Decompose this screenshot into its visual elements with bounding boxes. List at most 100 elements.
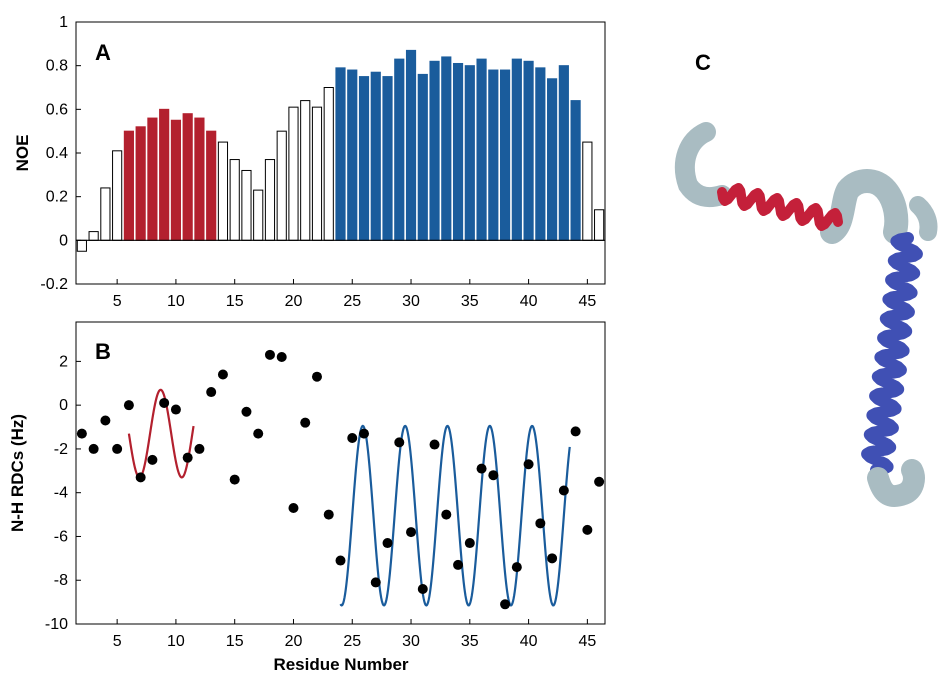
red-helix bbox=[717, 183, 843, 231]
rdc-point bbox=[476, 463, 487, 474]
noe-bar bbox=[276, 130, 287, 241]
y-tick-label: 0.4 bbox=[46, 145, 68, 162]
noe-bar bbox=[488, 69, 499, 241]
noe-bar bbox=[194, 117, 205, 241]
x-tick-label: 20 bbox=[285, 633, 303, 650]
x-tick-label: 15 bbox=[226, 293, 244, 310]
rdc-point bbox=[76, 428, 87, 439]
rdc-point bbox=[523, 459, 534, 470]
x-tick-label: 5 bbox=[113, 293, 122, 310]
gray-coil-right bbox=[909, 196, 938, 241]
rdc-point bbox=[441, 509, 452, 520]
noe-bar bbox=[241, 169, 252, 241]
rdc-point bbox=[511, 562, 522, 573]
panel-label-b: B bbox=[95, 339, 111, 364]
noe-bar bbox=[594, 209, 605, 241]
y-ticks-b: -10 -8 -6 -4 -2 0 2 bbox=[45, 353, 81, 633]
noe-bar bbox=[452, 62, 464, 241]
x-tick-label: 35 bbox=[461, 293, 479, 310]
rdc-point bbox=[464, 538, 475, 549]
noe-bar bbox=[123, 130, 134, 241]
noe-bar bbox=[347, 69, 358, 241]
noe-bar bbox=[547, 78, 558, 241]
noe-bar bbox=[441, 56, 452, 241]
x-ticks-b: 5 10 15 20 25 30 35 40 45 bbox=[113, 619, 596, 650]
x-tick-label: 30 bbox=[402, 633, 420, 650]
noe-bar bbox=[170, 119, 182, 241]
noe-bar bbox=[217, 141, 229, 241]
y-tick-label: 0 bbox=[59, 397, 68, 414]
rdc-point bbox=[311, 371, 322, 382]
helix-structure-image bbox=[674, 122, 938, 507]
rdc-point bbox=[347, 432, 358, 443]
noe-bar bbox=[147, 117, 158, 241]
rdc-point bbox=[570, 426, 581, 437]
blue-helix bbox=[861, 232, 923, 476]
noe-bar bbox=[135, 126, 146, 241]
noe-bar bbox=[535, 67, 546, 241]
x-tick-label: 30 bbox=[402, 293, 420, 310]
y-ticks-a: -0.2 0 0.2 0.4 0.6 0.8 1 bbox=[40, 14, 81, 293]
noe-bar bbox=[159, 108, 170, 241]
x-tick-label: 40 bbox=[520, 293, 538, 310]
rdc-point bbox=[323, 509, 334, 520]
rdc-point bbox=[488, 470, 499, 481]
x-tick-label: 40 bbox=[520, 633, 538, 650]
rdc-point bbox=[276, 352, 287, 363]
rdc-point bbox=[582, 524, 593, 535]
rdc-point bbox=[88, 443, 99, 454]
rdc-point bbox=[417, 583, 428, 594]
noe-bar bbox=[311, 106, 323, 241]
panel-label-a: A bbox=[95, 40, 111, 65]
rdc-point bbox=[217, 369, 228, 380]
noe-bar bbox=[558, 65, 569, 241]
x-tick-label: 25 bbox=[343, 633, 361, 650]
x-tick-label: 15 bbox=[226, 633, 244, 650]
sine-fit-curves bbox=[127, 388, 571, 607]
noe-bar bbox=[582, 141, 593, 241]
rdc-point bbox=[359, 428, 370, 439]
gray-coil-left bbox=[674, 122, 732, 208]
x-tick-label: 45 bbox=[578, 633, 596, 650]
noe-bar bbox=[335, 67, 346, 241]
noe-bar bbox=[523, 60, 534, 241]
rdc-point bbox=[382, 538, 393, 549]
rdc-point bbox=[170, 404, 181, 415]
gray-coil-middle bbox=[820, 169, 909, 244]
rdc-point bbox=[500, 599, 511, 610]
noe-bars bbox=[76, 49, 605, 252]
rdc-point bbox=[253, 428, 264, 439]
noe-bar bbox=[264, 159, 276, 241]
rdc-point bbox=[264, 349, 275, 360]
rdc-point bbox=[135, 472, 146, 483]
gray-coil-bottom bbox=[867, 459, 925, 507]
rdc-point bbox=[159, 397, 170, 408]
x-tick-label: 10 bbox=[167, 633, 185, 650]
x-ticks-a: 5 10 15 20 25 30 35 40 45 bbox=[113, 279, 596, 310]
y-tick-label: -0.2 bbox=[40, 276, 68, 293]
helix-structure-panel: C bbox=[674, 50, 938, 507]
noe-bar bbox=[499, 69, 511, 241]
noe-bar bbox=[88, 231, 99, 241]
rdc-point bbox=[123, 400, 134, 411]
rdc-point bbox=[394, 437, 405, 448]
y-tick-label: -8 bbox=[54, 572, 68, 589]
rdc-point bbox=[229, 474, 240, 485]
noe-bar bbox=[76, 239, 87, 252]
rdc-point bbox=[300, 417, 311, 428]
x-axis-label-b: Residue Number bbox=[273, 655, 408, 674]
noe-bar bbox=[382, 76, 393, 241]
rdc-point bbox=[406, 527, 417, 538]
x-tick-label: 20 bbox=[285, 293, 303, 310]
y-tick-label: 0 bbox=[59, 232, 68, 249]
plot-frame-b bbox=[75, 321, 606, 625]
rdc-point bbox=[453, 559, 464, 570]
rdc-point bbox=[370, 577, 381, 588]
noe-bar bbox=[464, 65, 475, 241]
noe-bar bbox=[229, 159, 240, 241]
noe-bar bbox=[394, 58, 405, 241]
y-tick-label: -10 bbox=[45, 616, 68, 633]
x-tick-label: 25 bbox=[343, 293, 361, 310]
noe-bar bbox=[405, 49, 417, 241]
